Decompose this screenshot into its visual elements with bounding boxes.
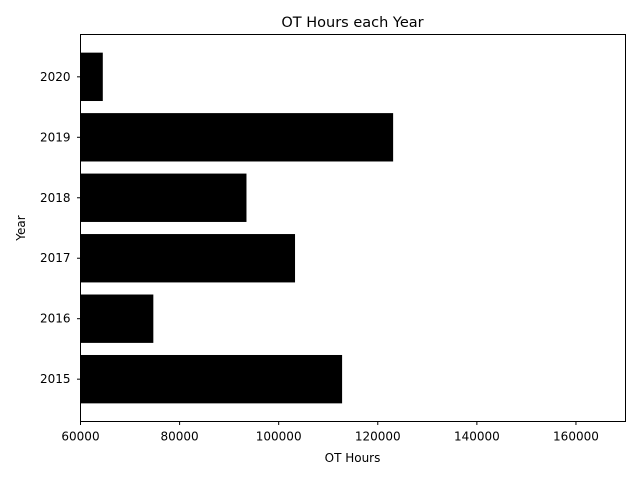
x-tick-label-160000: 160000 [553,430,599,444]
bar-2018 [80,173,247,222]
y-tick-label-2017: 2017 [40,251,71,265]
bar-2017 [80,234,296,283]
y-axis-label: Year [14,215,28,241]
bars-group [80,52,394,404]
x-tick-label-100000: 100000 [256,430,302,444]
x-tick-label-80000: 80000 [160,430,198,444]
x-tick-label-60000: 60000 [61,430,99,444]
y-tick-label-2019: 2019 [40,130,71,144]
plot-area-frame [80,34,626,422]
y-tick-label-2015: 2015 [40,372,71,386]
bar-2015 [80,354,343,404]
x-axis-label: OT Hours [325,451,381,465]
chart-title: OT Hours each Year [281,15,423,31]
bar-2016 [80,294,154,343]
y-tick-label-2020: 2020 [40,70,71,84]
x-axis-ticks: 60000 80000 100000 120000 140000 160000 [61,421,599,444]
x-tick-label-120000: 120000 [355,430,401,444]
bar-2019 [80,113,394,162]
y-tick-label-2016: 2016 [40,312,71,326]
y-axis-ticks: 2015 2016 2017 2018 2019 2020 [40,70,81,386]
bar-2020 [80,52,103,102]
x-tick-label-140000: 140000 [454,430,500,444]
y-tick-label-2018: 2018 [40,191,71,205]
